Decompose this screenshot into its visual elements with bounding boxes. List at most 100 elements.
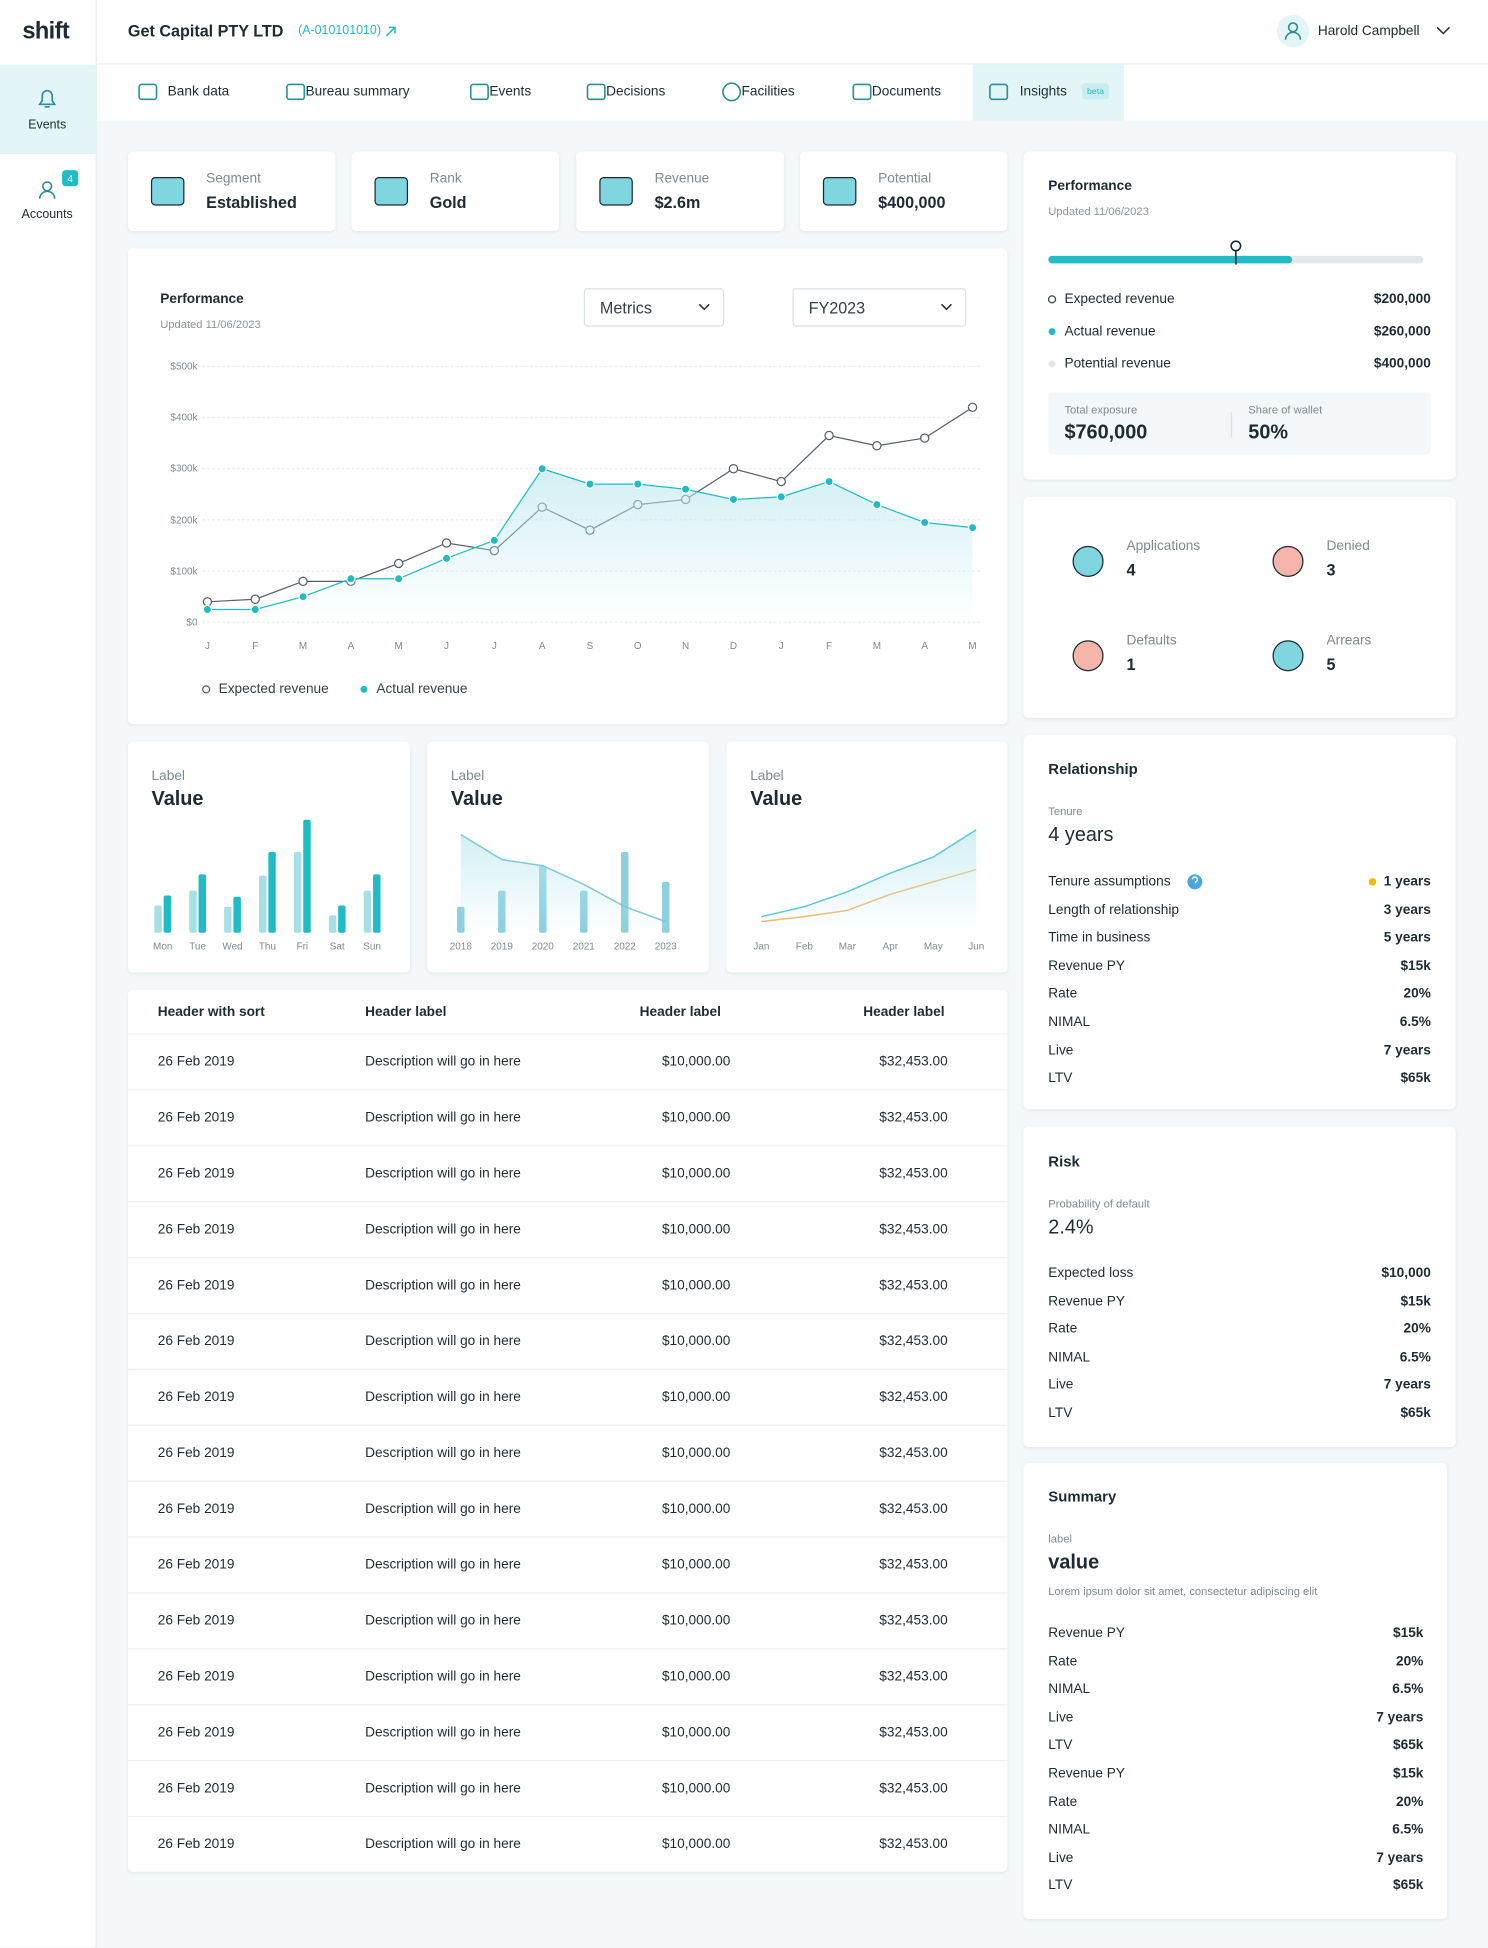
table-cell: 26 Feb 2019	[157, 1613, 235, 1629]
area	[207, 468, 973, 623]
row-label: Revenue PY	[1048, 1766, 1126, 1782]
table-cell: $32,453.00	[879, 1389, 948, 1405]
row-value: $10,000	[1381, 1265, 1431, 1281]
point	[776, 476, 786, 487]
row-value: $65k	[1393, 1738, 1424, 1754]
nav-item[interactable]: Events	[28, 118, 67, 133]
tab[interactable]: Facilities	[741, 84, 795, 100]
point	[872, 441, 882, 451]
table-cell: 26 Feb 2019	[157, 1110, 235, 1126]
legend-value: $400,000	[1373, 356, 1431, 372]
line	[761, 829, 977, 918]
card-value: Value	[450, 788, 503, 810]
bar	[198, 874, 206, 933]
table-cell: 26 Feb 2019	[157, 1837, 235, 1852]
table-cell: 26 Feb 2019	[157, 1222, 235, 1238]
icon	[989, 83, 1009, 101]
point	[872, 499, 882, 510]
user-name[interactable]: Harold Campbell	[1317, 23, 1420, 39]
table-cell: $10,000.00	[661, 1054, 731, 1070]
row-label: Rate	[1048, 1321, 1078, 1337]
nav-item-active[interactable]	[0, 64, 97, 155]
row-value: 5 years	[1383, 930, 1431, 946]
card	[1023, 735, 1456, 1110]
dropdown-label[interactable]: Metrics	[599, 298, 652, 318]
bar	[154, 905, 162, 933]
table-cell: 26 Feb 2019	[157, 1781, 235, 1797]
bar	[338, 905, 346, 933]
row-value: 6.5%	[1392, 1822, 1424, 1838]
point	[920, 433, 930, 443]
help-icon	[1191, 876, 1199, 884]
tab[interactable]: Bank data	[167, 84, 230, 100]
dropdown[interactable]	[792, 288, 967, 327]
card-value: 4 years	[1048, 824, 1114, 846]
point	[824, 430, 834, 441]
table-cell: $10,000.00	[661, 1389, 731, 1405]
card-value: Value	[151, 788, 204, 810]
row-value: $15k	[1400, 958, 1431, 974]
table-cell: 26 Feb 2019	[157, 1054, 235, 1070]
row-value: 20%	[1403, 1321, 1431, 1337]
row-value: $65k	[1400, 1070, 1431, 1086]
legend-label: Actual revenue	[1064, 324, 1156, 340]
x-tick-label: Mar	[838, 940, 856, 953]
tab[interactable]: Events	[489, 84, 532, 100]
row-label: NIMAL	[1048, 1349, 1091, 1365]
legend-dot	[1048, 328, 1056, 336]
x-tick-label: M	[298, 640, 308, 652]
row-label: LTV	[1048, 1070, 1073, 1086]
x-tick-label: N	[682, 640, 690, 652]
row-label: LTV	[1048, 1738, 1073, 1754]
table-cell: $32,453.00	[879, 1557, 948, 1573]
table-cell: $32,453.00	[879, 1613, 948, 1629]
table-cell: $32,453.00	[879, 1278, 948, 1293]
row-label: LTV	[1048, 1406, 1073, 1421]
tab[interactable]: Insights	[1019, 84, 1067, 100]
stat-label: Denied	[1326, 539, 1370, 554]
row-divider	[127, 1368, 1008, 1371]
bar	[259, 875, 267, 933]
x-tick-label: 2018	[449, 940, 472, 953]
dropdown[interactable]	[583, 288, 725, 327]
table-cell: 26 Feb 2019	[157, 1669, 235, 1685]
table-cell: 26 Feb 2019	[157, 1166, 235, 1182]
row-divider	[127, 1704, 1008, 1706]
icon	[38, 89, 57, 108]
table-cell: $32,453.00	[879, 1222, 948, 1238]
row-value: $65k	[1400, 1406, 1431, 1421]
card-label: Label	[151, 768, 185, 784]
legend-marker	[202, 685, 211, 694]
point	[728, 494, 739, 505]
bar	[328, 915, 337, 933]
icon	[698, 303, 710, 311]
account-id[interactable]: (A-010101010)	[298, 24, 381, 38]
x-tick-label: J	[204, 640, 210, 652]
point	[776, 492, 786, 502]
x-tick-label: 2021	[572, 940, 595, 953]
x-tick-label: Fri	[296, 940, 309, 953]
bar	[233, 896, 241, 933]
x-tick-label: F	[252, 640, 259, 652]
nav-item[interactable]: Accounts	[21, 208, 73, 222]
tab[interactable]: Bureau summary	[305, 84, 410, 100]
table-cell: 26 Feb 2019	[157, 1725, 235, 1741]
bar	[189, 890, 197, 933]
stat-value: 5	[1326, 655, 1336, 674]
tab[interactable]: Decisions	[606, 84, 666, 100]
kpi-value: Established	[206, 193, 297, 212]
table-header[interactable]: Header with sort	[157, 1004, 265, 1020]
icon	[586, 83, 606, 101]
tab[interactable]: Documents	[871, 84, 942, 100]
dropdown-label[interactable]: FY2023	[808, 298, 866, 318]
point	[250, 604, 260, 615]
kpi-icon	[599, 176, 633, 206]
table-cell: $32,453.00	[879, 1166, 948, 1182]
stat-label: Defaults	[1126, 633, 1177, 649]
table-cell: $10,000.00	[661, 1222, 731, 1238]
x-tick-label: Tue	[189, 940, 206, 953]
x-tick-label: A	[538, 640, 546, 652]
x-tick-label: Thu	[258, 940, 276, 953]
table-header: Header label	[863, 1004, 945, 1020]
